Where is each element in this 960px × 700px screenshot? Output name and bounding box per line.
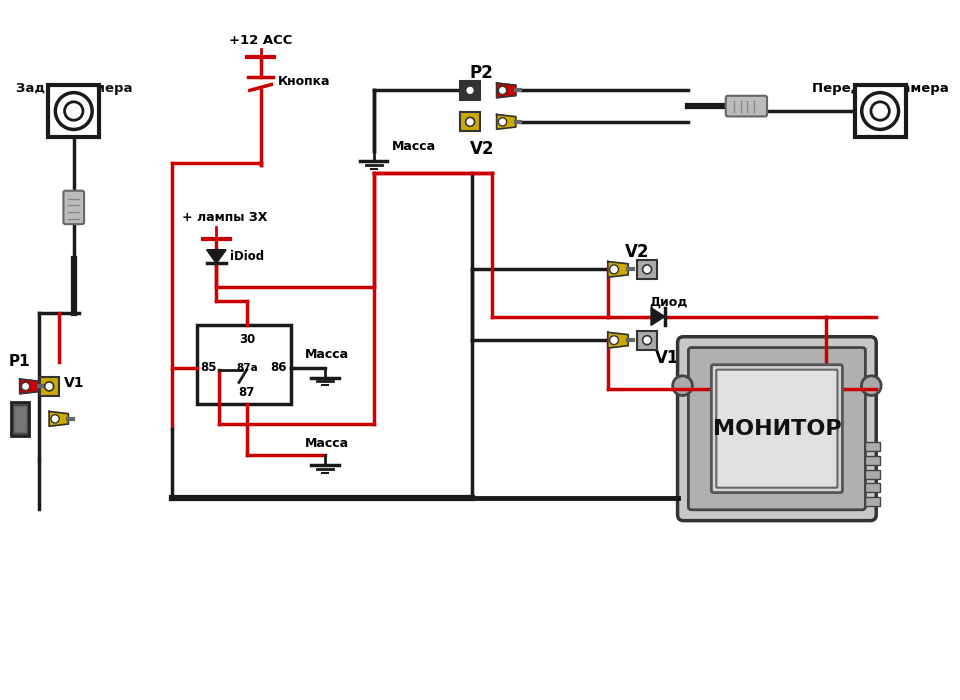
Circle shape [466,86,474,95]
Circle shape [51,414,60,423]
Circle shape [862,92,899,130]
Circle shape [45,382,54,391]
Circle shape [466,118,474,126]
Circle shape [861,376,881,396]
Circle shape [498,86,507,94]
Circle shape [21,382,30,391]
Bar [39,377,59,396]
Circle shape [56,92,92,130]
Bar [461,112,480,132]
Text: 87a: 87a [236,363,257,372]
Bar [637,260,657,279]
Bar [637,330,657,350]
Text: iDiod: iDiod [230,250,264,263]
Bar [865,470,880,479]
Text: P2: P2 [470,64,493,82]
Polygon shape [608,332,628,348]
Polygon shape [496,83,516,98]
Bar [197,326,291,404]
Bar [461,80,480,100]
Text: Задняя камера: Задняя камера [15,82,132,95]
FancyBboxPatch shape [726,96,767,116]
Bar [11,402,29,436]
Text: P1: P1 [9,354,31,370]
Text: Кнопка: Кнопка [278,75,331,88]
Text: +12 ACC: +12 ACC [228,34,292,47]
Bar [865,442,880,451]
Circle shape [871,102,889,120]
Polygon shape [651,308,664,326]
FancyBboxPatch shape [678,337,876,521]
Bar [865,456,880,465]
Circle shape [610,265,618,274]
Circle shape [498,118,507,126]
Bar [13,405,26,432]
Bar [854,85,905,136]
Polygon shape [49,412,68,426]
Text: МОНИТОР: МОНИТОР [712,419,841,439]
Circle shape [610,336,618,344]
Text: 85: 85 [201,361,217,374]
Text: + лампы ЗХ: + лампы ЗХ [181,211,267,224]
Text: V1: V1 [64,377,84,391]
Text: 86: 86 [271,361,287,374]
Polygon shape [608,262,628,277]
Polygon shape [496,115,516,130]
Text: Диод: Диод [650,295,688,308]
Circle shape [642,265,652,274]
Text: 30: 30 [239,332,255,346]
Text: V2: V2 [625,243,650,260]
Circle shape [673,376,692,396]
Circle shape [64,102,83,120]
Text: 87: 87 [239,386,255,399]
FancyBboxPatch shape [688,347,865,510]
FancyBboxPatch shape [716,370,837,488]
Text: V1: V1 [655,349,679,367]
Bar [48,85,99,136]
Text: V2: V2 [469,141,494,158]
FancyBboxPatch shape [63,190,84,224]
FancyBboxPatch shape [711,365,842,493]
Polygon shape [19,379,38,394]
Text: Передняя камера: Передняя камера [812,82,948,95]
Bar [865,484,880,492]
Polygon shape [206,250,227,263]
Text: Масса: Масса [305,349,349,361]
Text: Масса: Масса [392,140,436,153]
Bar [865,497,880,506]
Text: Масса: Масса [305,437,349,450]
Circle shape [642,336,652,344]
